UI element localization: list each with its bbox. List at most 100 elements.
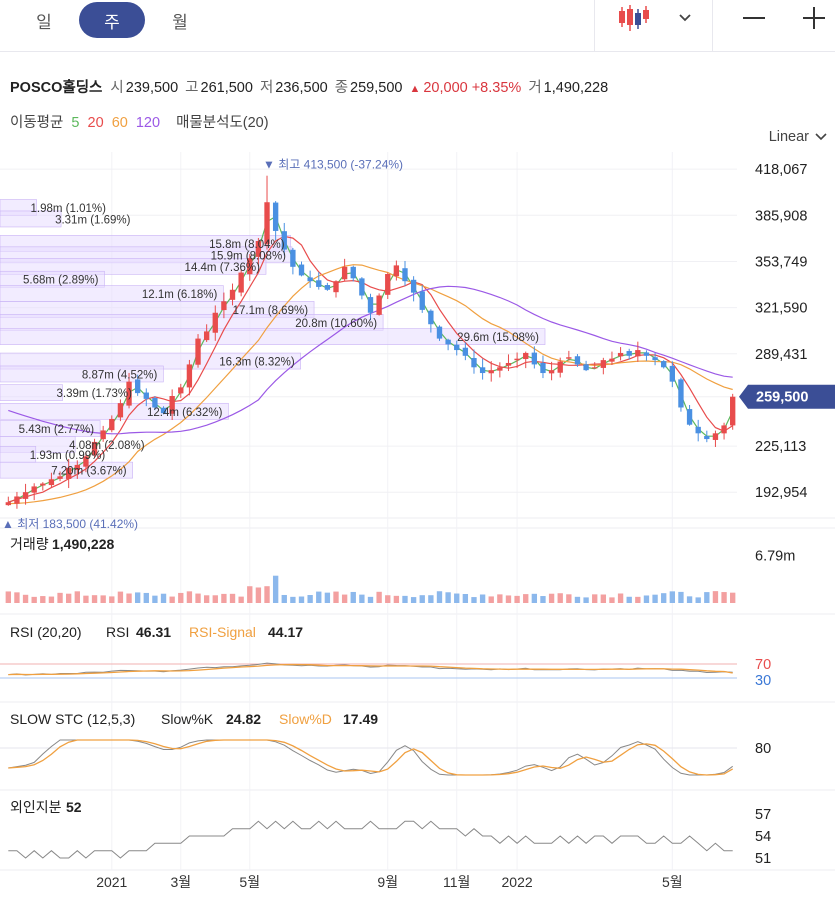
zoom-out-button[interactable] [732,0,776,36]
slow-k-name: Slow%K [161,711,214,727]
tab-weekly[interactable]: 주 [79,2,145,38]
volume-tick-label: 6.79m [755,548,795,564]
candle-body [730,396,736,426]
candle-body [100,430,106,440]
volume-profile-label: 14.4m (7.36%) [185,262,261,274]
price-change-pct: +8.35% [471,80,522,96]
rsi-series-name: RSI [106,624,129,640]
price-tick-label: 225,113 [755,439,806,455]
volume-label: 거 [528,80,542,96]
volume-bar [195,593,201,603]
up-arrow-icon: ▲ [409,83,421,95]
time-axis-label: 5월 [662,874,683,890]
volume-bar [178,592,184,603]
volume-bar [548,593,555,603]
candle-body [367,297,374,313]
quote-info: POSCO홀딩스 시 239,500 고 261,500 저 236,500 종… [10,76,615,97]
volume-profile-label: 15.9m (8.08%) [211,250,287,262]
candlesticks [5,175,736,509]
price-axis: 418,067 385,908 353,749 321,590 289,431 225,1… [739,162,835,501]
candle-body [5,502,11,506]
volume-bar [229,593,236,603]
price-tick-label: 353,749 [755,254,807,270]
tab-monthly[interactable]: 월 [172,12,188,32]
price-tick-label: 385,908 [755,208,807,224]
candle-body [436,326,443,339]
candle-body [91,441,98,456]
rsi-level-70-label: 70 [755,657,771,673]
candle-body [635,350,641,357]
candle-body [402,268,408,282]
zoom-in-button[interactable] [792,0,835,36]
time-axis: 2021 3월 5월 9월 11월 2022 5월 [96,874,682,890]
volume-bar [316,591,322,603]
volume-bar [566,594,572,603]
volume-panel: 6.79m 거래량 1,490,228 [5,536,795,603]
period-toolbar: 일 주 월 [0,0,835,52]
volume-bar [419,595,425,603]
volume-bar [333,591,339,603]
volume-bar [479,594,486,603]
volume-bar [238,596,244,603]
candle-body [393,265,400,277]
chevron-down-icon [679,14,691,22]
volume-bar [307,595,313,603]
candle-body [117,403,124,418]
candle-body [255,240,262,257]
volume-bar [385,595,391,603]
candle-body [247,258,253,275]
candle-body [479,367,486,374]
volume-bar [14,592,20,603]
candlestick-icon [619,5,649,31]
candle-body [514,358,520,361]
candle-body [212,312,218,333]
candle-body [669,365,675,382]
volume-profile-bar [0,210,62,228]
price-tick-label: 321,590 [755,301,807,317]
volume-bar [22,594,29,603]
open-price: 239,500 [125,80,179,96]
volume-bar [186,591,193,603]
foreign-ownership-title: 외인지분 [10,799,62,815]
volume-bar [678,591,684,603]
price-change: 20,000 [423,80,468,96]
candle-body [471,357,477,368]
ma-label: 이동평균 [10,115,64,131]
indicator-legend[interactable]: 이동평균 5 20 60 120 매물분석도(20) [10,111,273,132]
ma-5: 5 [71,115,80,131]
candle-body [143,392,149,399]
foreign-ownership-tick: 51 [755,851,771,867]
volume-bar [74,591,80,603]
candle-body [712,433,719,440]
volume-bar [445,592,451,603]
minus-icon [743,17,765,19]
tab-daily[interactable]: 일 [36,12,52,32]
candle-body [31,486,37,493]
volume-profile-label: 1.98m (1.01%) [31,203,107,215]
stc-title: SLOW STC (12,5,3) [10,711,135,727]
stock-name: POSCO홀딩스 [10,80,103,96]
volume-bar [686,596,693,603]
volume-bar [117,591,124,603]
volume-profile-label: 29.6m (15.08%) [457,332,539,344]
chart-type-dropdown[interactable] [668,0,702,36]
slow-d-name: Slow%D [279,711,332,727]
volume-bar [712,591,719,603]
scale-toggle[interactable]: Linear [769,129,829,145]
volume-value: 1,490,228 [543,80,609,96]
chart-grid [0,152,835,871]
candle-body [643,352,650,356]
candle-body [109,418,115,431]
candle-body [566,357,572,359]
volume-profile-label: 4.08m (2.08%) [69,440,145,452]
volume-bar [350,591,356,603]
volume-bar [134,592,141,603]
candle-body [169,396,175,414]
candle-body [574,356,581,365]
foreign-ownership-value: 52 [66,799,82,815]
volume-bar [341,594,348,603]
volume-bar [730,592,736,603]
chart-type-button[interactable] [610,0,658,36]
price-tick-label: 192,954 [755,485,807,501]
